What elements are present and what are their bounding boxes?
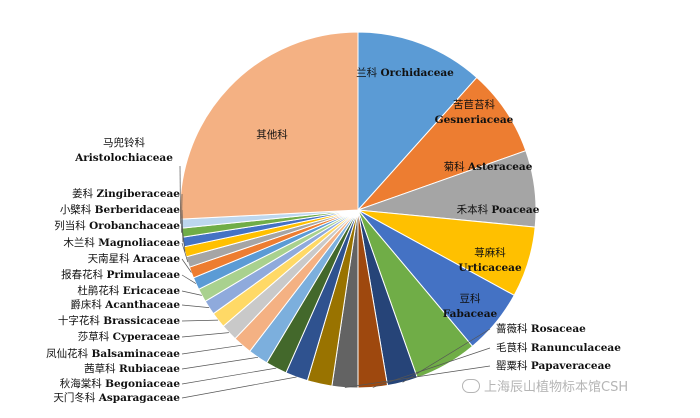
label-acanthaceae: 爵床科 Acanthaceae bbox=[70, 298, 180, 311]
leader-brassicaceae bbox=[181, 319, 219, 322]
label-asteraceae: 菊科 Asteraceae bbox=[444, 160, 533, 173]
label-papaveraceae: 罂粟科 Papaveraceae bbox=[496, 359, 611, 372]
label-magnoliaceae: 木兰科 Magnoliaceae bbox=[63, 236, 180, 249]
leader-asparagaceae bbox=[181, 376, 297, 399]
leader-araceae bbox=[181, 258, 192, 273]
leader-rosaceae bbox=[402, 328, 491, 383]
leader-begoniaceae bbox=[181, 367, 277, 385]
label-fabaceae: 豆科 Fabaceae bbox=[443, 292, 498, 320]
slice-gesneriaceae bbox=[357, 76, 527, 211]
label-balsaminaceae: 凤仙花科 Balsaminaceae bbox=[46, 347, 180, 360]
slice-slice-25 bbox=[179, 31, 359, 220]
wechat-icon bbox=[462, 378, 480, 393]
label-ranunculaceae: 毛茛科 Ranunculaceae bbox=[496, 341, 621, 354]
leader-balsaminaceae bbox=[181, 344, 243, 355]
label-primulaceae: 报春花科 Primulaceae bbox=[61, 268, 180, 281]
label-gesneriaceae: 苦苣苔科 Gesneriaceae bbox=[435, 98, 514, 126]
label-orobanchaceae: 列当科 Orobanchaceae bbox=[54, 219, 180, 232]
label-aristolochiaceae: 马兜铃科 Aristolochiaceae bbox=[74, 136, 173, 164]
label-orchidaceae: 兰科 Orchidaceae bbox=[356, 66, 454, 79]
leader-papaveraceae bbox=[344, 365, 491, 388]
leader-ericaceae bbox=[181, 290, 202, 296]
label-urticaceae: 荨麻科 Urticaceae bbox=[458, 246, 522, 274]
label-asparagaceae: 天门冬科 Asparagaceae bbox=[53, 391, 180, 404]
pie-slices bbox=[179, 31, 537, 389]
watermark: 上海辰山植物标本馆CSH bbox=[462, 376, 628, 395]
leader-aristolochiaceae bbox=[179, 165, 181, 224]
leader-primulaceae bbox=[181, 274, 197, 284]
label-poaceae: 禾本科 Poaceae bbox=[457, 203, 540, 216]
label-araceae: 天南星科 Araceae bbox=[88, 252, 181, 265]
leader-rubiaceae bbox=[181, 356, 259, 370]
leader-ranunculaceae bbox=[372, 347, 491, 388]
leader-lines bbox=[179, 165, 491, 399]
watermark-text: 上海辰山植物标本馆CSH bbox=[484, 380, 629, 395]
label-brassicaceae: 十字花科 Brassicaceae bbox=[58, 314, 180, 327]
leader-berberidaceae bbox=[181, 209, 184, 243]
label--: 其他科 bbox=[256, 128, 288, 141]
slice-labels: 兰科 Orchidaceae 苦苣苔科 Gesneriaceae 菊科 Asterac… bbox=[46, 66, 621, 404]
leader-magnoliaceae bbox=[181, 242, 189, 263]
label-berberidaceae: 小檗科 Berberidaceae bbox=[60, 203, 180, 216]
label-ericaceae: 杜鹃花科 Ericaceae bbox=[77, 284, 180, 297]
leader-acanthaceae bbox=[181, 304, 210, 308]
label-begoniaceae: 秋海棠科 Begoniaceae bbox=[60, 377, 181, 390]
slice-orchidaceae bbox=[357, 31, 478, 212]
label-rosaceae: 蔷薇科 Rosaceae bbox=[496, 322, 586, 335]
label-rubiaceae: 茜草科 Rubiaceae bbox=[84, 362, 180, 375]
leader-cyperaceae bbox=[181, 332, 229, 338]
label-zingiberaceae: 姜科 Zingiberaceae bbox=[72, 187, 180, 200]
leader-zingiberaceae bbox=[181, 193, 183, 233]
label-cyperaceae: 莎草科 Cyperaceae bbox=[78, 330, 181, 343]
